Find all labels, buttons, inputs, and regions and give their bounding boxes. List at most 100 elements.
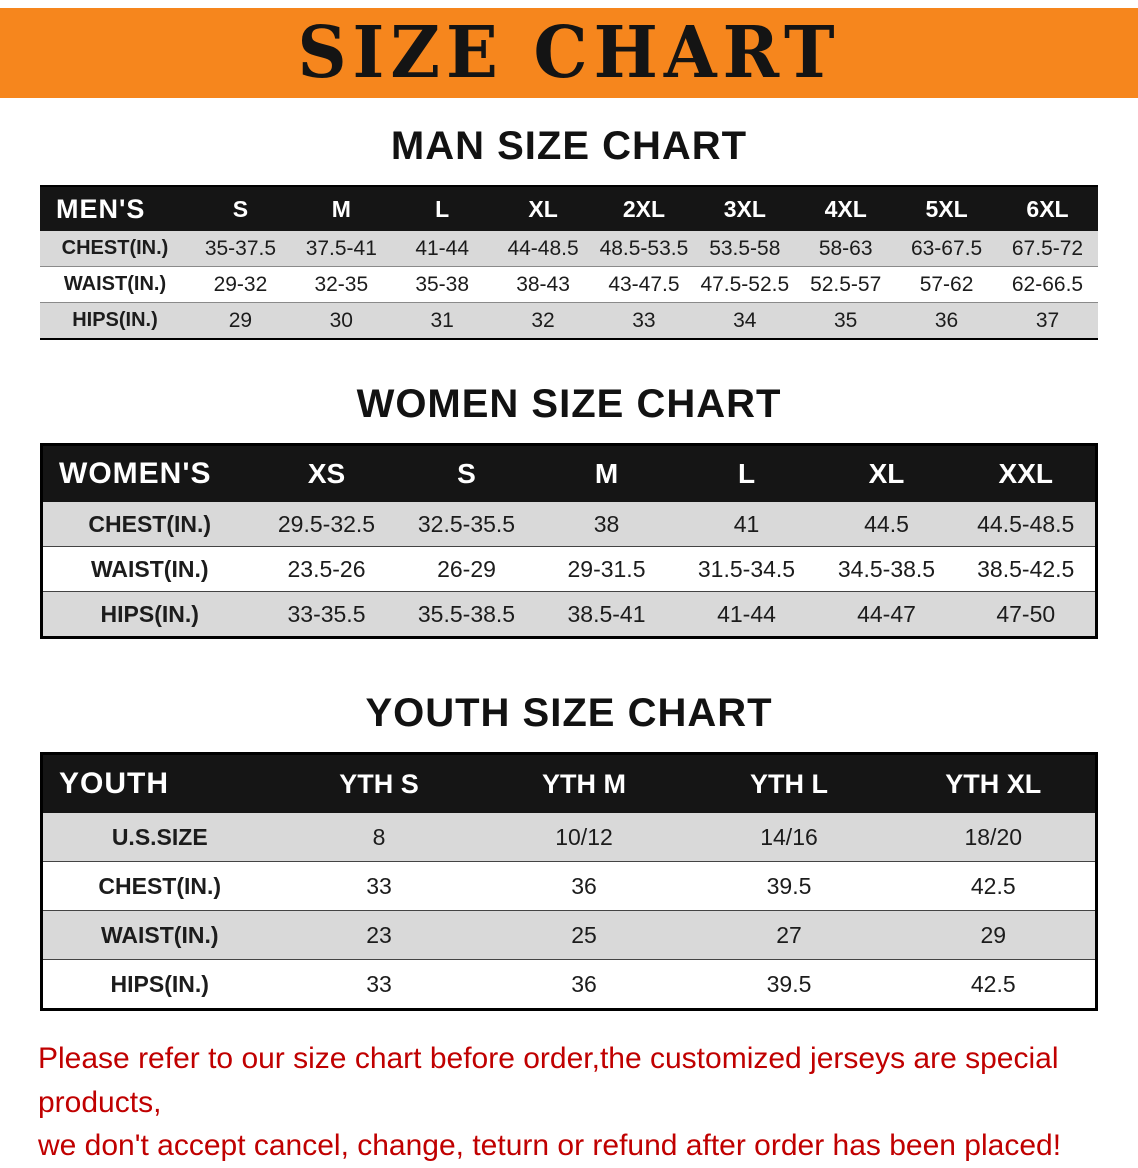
men-section-heading: MAN SIZE CHART — [390, 124, 748, 168]
size-cell: 10/12 — [481, 813, 687, 862]
size-cell: 35 — [795, 302, 897, 340]
size-cell: 29 — [190, 302, 291, 340]
women-header-row: WOMEN'S XS S M L XL XXL — [41, 444, 1097, 502]
size-cell: 63-67.5 — [896, 231, 997, 267]
size-column-header: S — [190, 186, 291, 231]
size-cell: 29.5-32.5 — [256, 502, 397, 547]
size-cell: 29-31.5 — [536, 546, 677, 592]
size-cell: 34.5-38.5 — [816, 546, 957, 592]
size-cell: 38 — [536, 502, 677, 547]
row-label: CHEST(IN.) — [41, 502, 257, 547]
men-table-label: MEN'S — [40, 186, 190, 231]
size-cell: 38-43 — [492, 266, 594, 303]
size-cell: 27 — [686, 910, 892, 960]
row-label: HIPS(IN.) — [40, 302, 190, 340]
size-cell: 14/16 — [686, 813, 892, 862]
size-cell: 33-35.5 — [256, 591, 397, 638]
size-cell: 41-44 — [676, 591, 817, 638]
size-cell: 44-47 — [816, 591, 957, 638]
row-label: WAIST(IN.) — [41, 546, 257, 592]
size-cell: 37 — [997, 302, 1098, 340]
size-cell: 42.5 — [891, 861, 1097, 911]
row-label: HIPS(IN.) — [41, 959, 277, 1010]
youth-ussize-row: U.S.SIZE 8 10/12 14/16 18/20 — [41, 813, 1097, 862]
men-header-row: MEN'S S M L XL 2XL 3XL 4XL 5XL 6XL — [40, 186, 1098, 231]
women-waist-row: WAIST(IN.) 23.5-26 26-29 29-31.5 31.5-34… — [41, 546, 1097, 592]
size-column-header: M — [290, 186, 392, 231]
youth-waist-row: WAIST(IN.) 23 25 27 29 — [41, 910, 1097, 960]
size-cell: 33 — [276, 861, 482, 911]
size-column-header: XL — [816, 444, 957, 502]
size-column-header: 6XL — [997, 186, 1098, 231]
youth-header-row: YOUTH YTH S YTH M YTH L YTH XL — [41, 753, 1097, 813]
size-cell: 32.5-35.5 — [396, 502, 537, 547]
size-cell: 41 — [676, 502, 817, 547]
women-size-table: WOMEN'S XS S M L XL XXL CHEST(IN.) 29.5-… — [40, 443, 1098, 639]
size-cell: 58-63 — [795, 231, 897, 267]
youth-hips-row: HIPS(IN.) 33 36 39.5 42.5 — [41, 959, 1097, 1010]
size-cell: 57-62 — [896, 266, 997, 303]
size-cell: 36 — [896, 302, 997, 340]
size-chart-banner: SIZE CHART — [0, 8, 1138, 98]
size-cell: 38.5-42.5 — [956, 546, 1097, 592]
size-cell: 48.5-53.5 — [593, 231, 695, 267]
size-cell: 31.5-34.5 — [676, 546, 817, 592]
size-cell: 47.5-52.5 — [694, 266, 796, 303]
size-column-header: XXL — [956, 444, 1097, 502]
size-column-header: YTH M — [481, 753, 687, 813]
men-size-table: MEN'S S M L XL 2XL 3XL 4XL 5XL 6XL CHEST… — [40, 185, 1098, 340]
size-column-header: 4XL — [795, 186, 897, 231]
size-cell: 41-44 — [391, 231, 493, 267]
size-cell: 37.5-41 — [290, 231, 392, 267]
size-cell: 62-66.5 — [997, 266, 1098, 303]
size-column-header: YTH S — [276, 753, 482, 813]
size-cell: 39.5 — [686, 959, 892, 1010]
youth-chest-row: CHEST(IN.) 33 36 39.5 42.5 — [41, 861, 1097, 911]
women-section-heading: WOMEN SIZE CHART — [356, 382, 782, 426]
size-cell: 26-29 — [396, 546, 537, 592]
size-cell: 34 — [694, 302, 796, 340]
women-hips-row: HIPS(IN.) 33-35.5 35.5-38.5 38.5-41 41-4… — [41, 591, 1097, 638]
women-chest-row: CHEST(IN.) 29.5-32.5 32.5-35.5 38 41 44.… — [41, 502, 1097, 547]
size-column-header: M — [536, 444, 677, 502]
size-cell: 42.5 — [891, 959, 1097, 1010]
size-column-header: YTH L — [686, 753, 892, 813]
youth-size-table: YOUTH YTH S YTH M YTH L YTH XL U.S.SIZE … — [40, 752, 1098, 1011]
size-column-header: YTH XL — [891, 753, 1097, 813]
size-cell: 35-37.5 — [190, 231, 291, 267]
size-cell: 67.5-72 — [997, 231, 1098, 267]
size-cell: 44.5 — [816, 502, 957, 547]
disclaimer-line-1: Please refer to our size chart before or… — [38, 1042, 1059, 1119]
men-waist-row: WAIST(IN.) 29-32 32-35 35-38 38-43 43-47… — [40, 266, 1098, 303]
size-cell: 29 — [891, 910, 1097, 960]
men-hips-row: HIPS(IN.) 29 30 31 32 33 34 35 36 37 — [40, 302, 1098, 340]
row-label: U.S.SIZE — [41, 813, 277, 862]
youth-table-label: YOUTH — [41, 753, 277, 813]
row-label: HIPS(IN.) — [41, 591, 257, 638]
size-cell: 23 — [276, 910, 482, 960]
size-column-header: 5XL — [896, 186, 997, 231]
size-cell: 30 — [290, 302, 392, 340]
size-column-header: 2XL — [593, 186, 695, 231]
youth-section-heading: YOUTH SIZE CHART — [365, 691, 773, 735]
size-cell: 32-35 — [290, 266, 392, 303]
size-cell: 47-50 — [956, 591, 1097, 638]
size-cell: 44-48.5 — [492, 231, 594, 267]
disclaimer-text: Please refer to our size chart before or… — [38, 1037, 1100, 1168]
size-cell: 38.5-41 — [536, 591, 677, 638]
size-cell: 31 — [391, 302, 493, 340]
size-cell: 53.5-58 — [694, 231, 796, 267]
row-label: CHEST(IN.) — [40, 231, 190, 267]
women-table-label: WOMEN'S — [41, 444, 257, 502]
banner-title: SIZE CHART — [297, 11, 841, 95]
size-cell: 35.5-38.5 — [396, 591, 537, 638]
size-column-header: XS — [256, 444, 397, 502]
row-label: WAIST(IN.) — [41, 910, 277, 960]
size-cell: 18/20 — [891, 813, 1097, 862]
row-label: WAIST(IN.) — [40, 266, 190, 303]
size-cell: 39.5 — [686, 861, 892, 911]
size-cell: 52.5-57 — [795, 266, 897, 303]
size-cell: 36 — [481, 861, 687, 911]
row-label: CHEST(IN.) — [41, 861, 277, 911]
size-column-header: 3XL — [694, 186, 796, 231]
